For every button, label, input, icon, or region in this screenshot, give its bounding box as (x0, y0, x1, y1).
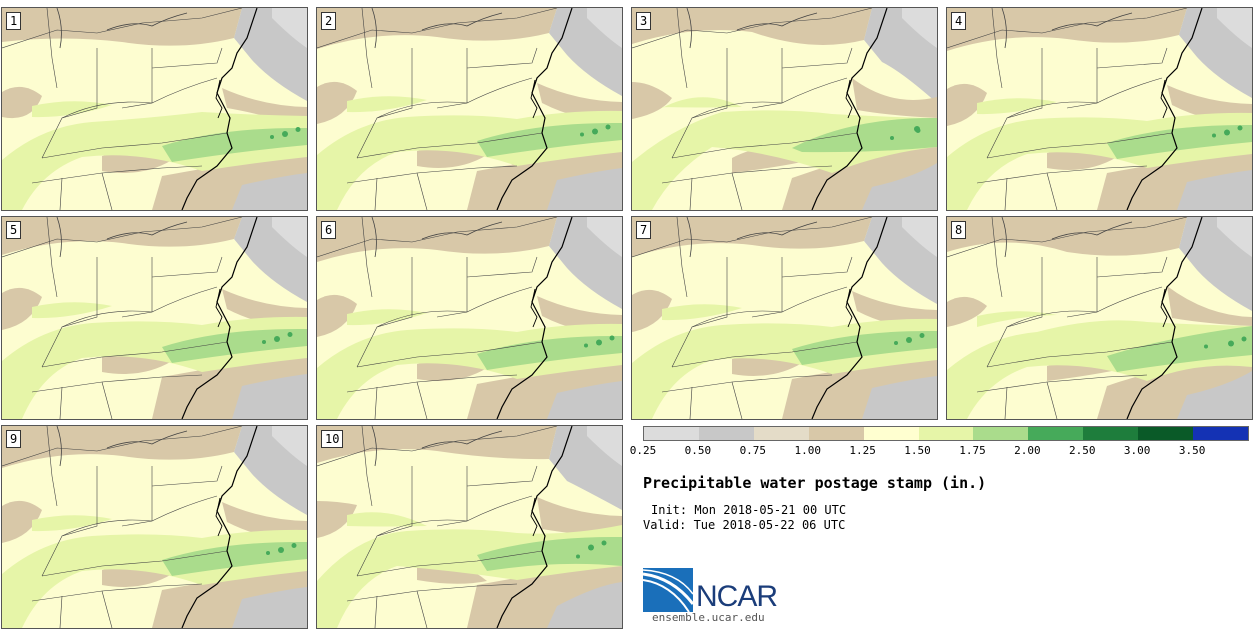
member-panel-3: 3 (631, 7, 938, 211)
colorbar-swatch (863, 427, 919, 440)
init-time: Init: Mon 2018-05-21 00 UTC (651, 503, 847, 517)
colorbar-tick-label: 1.00 (794, 444, 821, 457)
colorbar-swatch (808, 427, 864, 440)
colorbar-tick-label: 1.25 (849, 444, 876, 457)
member-panel-5: 5 (1, 216, 308, 420)
member-panel-6: 6 (316, 216, 623, 420)
colorbar-swatch (918, 427, 974, 440)
valid-time: Valid: Tue 2018-05-22 06 UTC (643, 518, 846, 532)
member-number-label: 4 (951, 12, 967, 30)
member-panel-9: 9 (1, 425, 308, 629)
colorbar-tick-label: 0.75 (739, 444, 767, 457)
colorbar-swatch (1193, 427, 1248, 440)
colorbar-swatch (973, 427, 1029, 440)
colorbar-tick-label: 2.50 (1069, 444, 1096, 457)
member-panel-7: 7 (631, 216, 938, 420)
member-panel-1: 1 (1, 7, 308, 211)
colorbar-swatch (644, 427, 699, 440)
colorbar-swatch (753, 427, 809, 440)
colorbar-tick-label: 0.25 (629, 444, 657, 457)
colorbar-tick-label: 1.50 (904, 444, 931, 457)
member-panel-4: 4 (946, 7, 1253, 211)
colorbar-swatch (1138, 427, 1194, 440)
member-number-label: 9 (6, 430, 22, 448)
colorbar-tick-label: 3.50 (1178, 444, 1206, 457)
member-number-label: 8 (951, 221, 967, 239)
member-number-label: 2 (321, 12, 337, 30)
colorbar (643, 426, 1249, 441)
member-number-label: 3 (636, 12, 652, 30)
chart-title: Precipitable water postage stamp (in.) (643, 474, 987, 492)
colorbar-swatch (698, 427, 754, 440)
member-number-label: 7 (636, 221, 652, 239)
member-panel-10: 10 (316, 425, 623, 629)
member-panel-2: 2 (316, 7, 623, 211)
colorbar-swatch (1083, 427, 1139, 440)
colorbar-tick-label: 2.00 (1014, 444, 1041, 457)
member-number-label: 10 (321, 430, 344, 448)
ncar-logo-text: NCAR (696, 580, 778, 613)
member-number-label: 1 (6, 12, 22, 30)
colorbar-tick-label: 1.75 (959, 444, 986, 457)
member-number-label: 6 (321, 221, 337, 239)
colorbar-swatch (1028, 427, 1084, 440)
colorbar-tick-label: 3.00 (1123, 444, 1151, 457)
member-panel-8: 8 (946, 216, 1253, 420)
colorbar-tick-label: 0.50 (684, 444, 712, 457)
member-number-label: 5 (6, 221, 22, 239)
ncar-logo-icon (643, 568, 693, 612)
website-url: ensemble.ucar.edu (652, 611, 765, 624)
